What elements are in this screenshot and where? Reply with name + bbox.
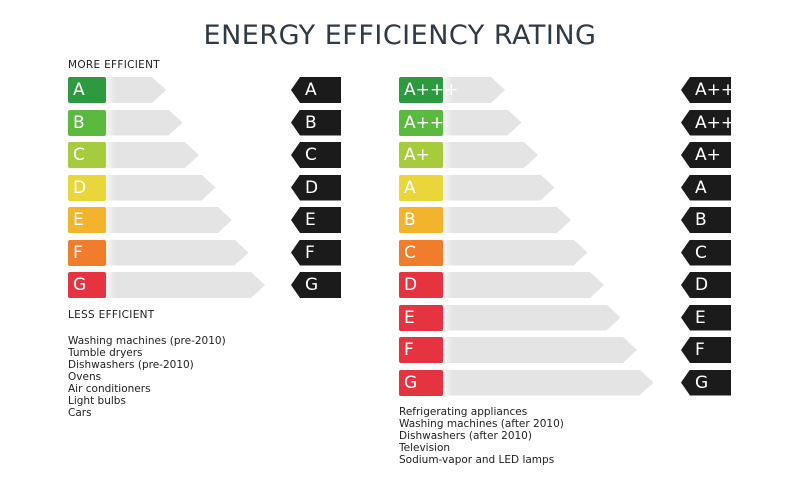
right-rating-tag: A+++ [681,77,731,103]
left-rating-tag: D [291,174,341,201]
right-rating-bar-b: B [399,207,571,233]
appliance-item: Tumble dryers [68,347,143,359]
right-rating-bar-d: D [399,272,604,298]
right-rating-bar-e: E [399,304,621,331]
rating-bar-arrow [439,240,588,266]
right-rating-bar-c: C [399,239,588,266]
rating-bar-label: G [68,272,106,298]
appliance-item: Television [399,442,451,454]
left-rating-bar-c: C [68,142,199,168]
appliance-item: Washing machines (after 2010) [399,418,564,430]
left-rating-bar-g: G [68,272,265,298]
rating-bar-label: D [399,272,443,298]
right-rating-tag: A+ [681,142,731,168]
left-rating-bar-b: B [68,109,183,136]
left-rating-bar-f: F [68,239,249,266]
right-rating-tag: B [681,207,731,233]
left-appliance-list: Washing machines (pre-2010) Tumble dryer… [68,335,226,419]
right-rating-bar-ap: A+ [399,142,538,168]
rating-bar-label: A++ [399,109,444,136]
rating-bar-label: A [68,77,106,103]
page-title: ENERGY EFFICIENCY RATING [203,20,597,51]
rating-bar-label: B [68,109,106,136]
appliance-item: Cars [68,407,92,419]
rating-bar-label: G [399,369,443,396]
rating-bar-arrow [102,175,216,201]
appliance-item: Dishwashers (pre-2010) [68,359,194,371]
right-rating-bar-appp: A+++ [399,77,505,103]
appliance-item: Light bulbs [68,395,126,407]
left-rating-tag: A [291,77,341,103]
right-rating-tag: G [681,369,731,396]
rating-bar-label: C [68,142,106,168]
right-rating-bar-a: A [399,174,555,201]
left-rating-bar-a: A [68,77,166,103]
appliance-item: Air conditioners [68,383,151,395]
right-rating-tag: A [681,174,731,201]
rating-bar-label: E [399,304,443,331]
right-rating-bar-f: F [399,337,637,363]
right-rating-bar-g: G [399,369,654,396]
appliance-item: Sodium-vapor and LED lamps [399,454,555,466]
left-rating-tag: B [291,109,341,136]
right-rating-tag: A++ [681,109,731,136]
less-efficient-label: LESS EFFICIENT [68,309,155,321]
appliance-item: Washing machines (pre-2010) [68,335,226,347]
rating-bar-arrow [439,305,621,331]
rating-bar-arrow [102,240,249,266]
rating-bar-label: F [68,239,106,266]
rating-bar-arrow [102,77,166,103]
appliance-item: Ovens [68,371,102,383]
right-rating-tag: E [681,304,731,331]
rating-bar-label: E [68,207,106,233]
more-efficient-label: MORE EFFICIENT [68,59,160,71]
rating-bar-arrow [102,142,199,168]
rating-bar-label: A+ [399,142,443,168]
rating-bar-arrow [439,142,538,168]
rating-bar-arrow [439,175,555,201]
rating-bar-arrow [439,337,637,363]
left-rating-tag: G [291,272,341,298]
rating-bar-arrow [439,272,604,298]
left-rating-tag: F [291,239,341,266]
right-appliance-list: Refrigerating appliances Washing machine… [399,406,564,466]
rating-bar-arrow [439,110,522,136]
right-rating-tag: F [681,337,731,363]
rating-bar-arrow [102,110,183,136]
right-rating-tag: C [681,239,731,266]
left-rating-tag: C [291,142,341,168]
appliance-item: Refrigerating appliances [399,406,528,418]
rating-bar-arrow [102,272,265,298]
right-rating-bar-app: A++ [399,109,522,136]
rating-bar-arrow [439,207,571,233]
rating-bar-arrow [102,207,232,233]
rating-bar-label: A+++ [399,77,458,103]
rating-bar-label: B [399,207,443,233]
rating-bar-arrow [439,370,654,396]
left-rating-bar-e: E [68,207,232,233]
left-rating-bar-d: D [68,174,216,201]
left-rating-tag: E [291,207,341,233]
appliance-item: Dishwashers (after 2010) [399,430,532,442]
rating-bar-label: D [68,174,106,201]
right-rating-tag: D [681,272,731,298]
rating-bar-label: C [399,239,443,266]
rating-bar-label: A [399,174,443,201]
rating-bar-label: F [399,337,443,363]
